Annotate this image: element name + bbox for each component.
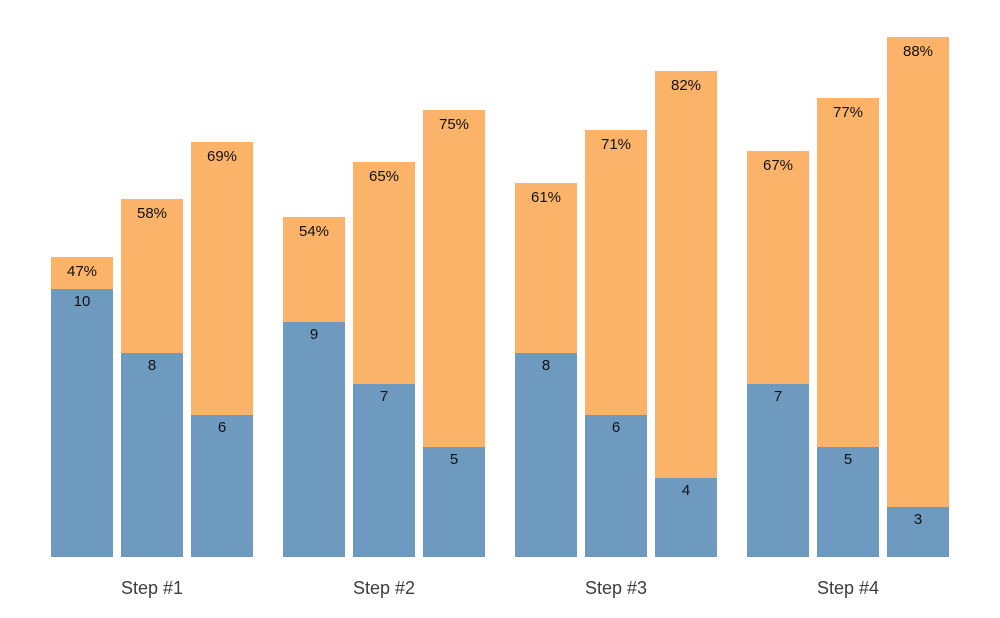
bar: 88% 3 [887, 37, 949, 557]
value-label: 3 [913, 511, 923, 528]
bar-lower-segment [423, 447, 485, 557]
bar: 61% 8 [515, 183, 577, 557]
bar: 54% 9 [283, 217, 345, 557]
value-label: 7 [773, 388, 783, 405]
bar-lower-segment [655, 478, 717, 557]
percent-label: 67% [762, 157, 794, 174]
percent-label: 54% [298, 223, 330, 240]
value-label: 6 [611, 419, 621, 436]
value-label: 4 [681, 482, 691, 499]
bar: 69% 6 [191, 142, 253, 557]
category-label-step-4: Step #4 [816, 578, 880, 598]
bar-lower-segment [817, 447, 879, 557]
bar: 82% 4 [655, 71, 717, 557]
bar-lower-segment [191, 415, 253, 557]
bar: 65% 7 [353, 162, 415, 557]
category-label-step-1: Step #1 [120, 578, 184, 598]
bar: 71% 6 [585, 130, 647, 557]
value-label: 7 [379, 388, 389, 405]
percent-label: 61% [530, 189, 562, 206]
bar: 77% 5 [817, 98, 879, 557]
category-label-step-2: Step #2 [352, 578, 416, 598]
bar-upper-segment [887, 37, 949, 557]
bar: 47% 10 [51, 257, 113, 557]
value-label: 10 [73, 293, 91, 310]
bar: 58% 8 [121, 199, 183, 557]
percent-label: 47% [66, 263, 98, 280]
value-label: 5 [843, 451, 853, 468]
bar-lower-segment [121, 353, 183, 557]
bar-lower-segment [747, 384, 809, 557]
value-label: 8 [541, 357, 551, 374]
bar: 67% 7 [747, 151, 809, 557]
bar-lower-segment [585, 415, 647, 557]
bar-lower-segment [887, 507, 949, 557]
value-label: 9 [309, 326, 319, 343]
bar-upper-segment [655, 71, 717, 557]
percent-label: 69% [206, 148, 238, 165]
value-label: 8 [147, 357, 157, 374]
percent-label: 71% [600, 136, 632, 153]
bar-lower-segment [51, 289, 113, 557]
bar-lower-segment [353, 384, 415, 557]
percent-label: 88% [902, 43, 934, 60]
value-label: 6 [217, 419, 227, 436]
category-label-step-3: Step #3 [584, 578, 648, 598]
percent-label: 82% [670, 77, 702, 94]
percent-label: 75% [438, 116, 470, 133]
bar: 75% 5 [423, 110, 485, 557]
percent-label: 77% [832, 104, 864, 121]
percent-label: 58% [136, 205, 168, 222]
bar-lower-segment [283, 322, 345, 557]
value-label: 5 [449, 451, 459, 468]
bar-lower-segment [515, 353, 577, 557]
percent-label: 65% [368, 168, 400, 185]
